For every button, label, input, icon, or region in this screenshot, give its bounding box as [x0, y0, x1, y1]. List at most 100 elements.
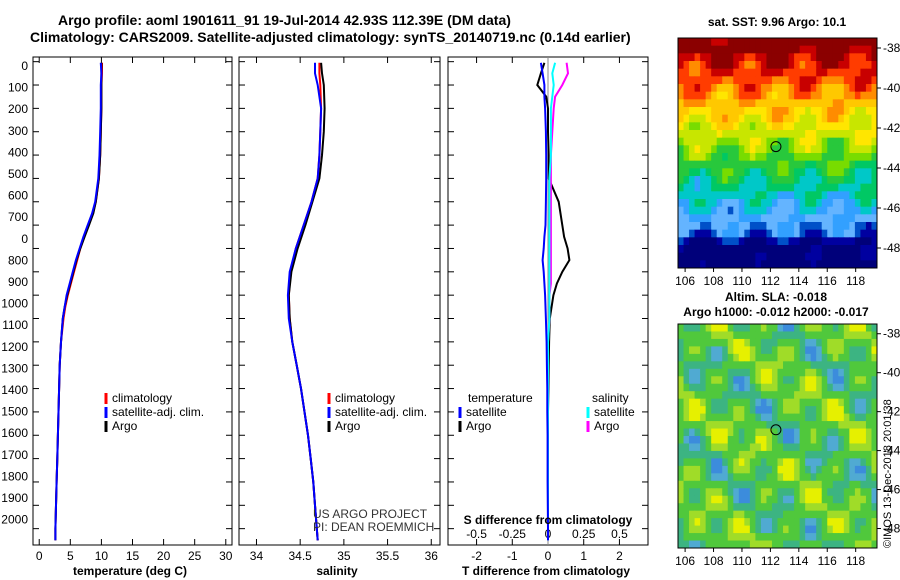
map-cell [738, 160, 745, 169]
map-cell [700, 160, 707, 169]
map-cell [816, 540, 823, 549]
map-cell [727, 53, 734, 62]
map-cell [733, 160, 740, 169]
map-cell [849, 436, 856, 444]
map-cell [838, 540, 845, 549]
y-tick-label: 1900 [1, 491, 28, 505]
map-cell [865, 191, 872, 200]
map-cell [705, 84, 712, 93]
map-cell [727, 436, 734, 444]
map-cell [771, 533, 778, 542]
map-cell [771, 130, 778, 139]
map-cell [777, 68, 784, 77]
map-cell [727, 245, 734, 254]
x-tick-label: 5 [67, 549, 74, 563]
map-cell [744, 68, 751, 77]
map-cell [794, 252, 801, 261]
map-cell [744, 99, 751, 108]
map-cell [771, 338, 778, 347]
map-cell [860, 122, 867, 131]
map-cell [733, 245, 740, 254]
map-cell [816, 214, 823, 223]
map-cell [678, 260, 685, 269]
map-cell [832, 488, 839, 497]
map-cell [755, 38, 762, 47]
map-cell [738, 38, 745, 47]
map-cell [827, 84, 834, 93]
map-cell [705, 533, 712, 542]
map-cell [694, 540, 701, 549]
map-cell [766, 53, 773, 62]
map-cell [733, 53, 740, 62]
map-cell [771, 353, 778, 362]
map-cell [838, 114, 845, 123]
map-cell [849, 518, 856, 527]
map-cell [865, 84, 872, 93]
map-cell [854, 540, 861, 549]
map-cell [849, 525, 856, 534]
map-cell [711, 540, 718, 549]
map-cell [716, 237, 723, 246]
map-cell [766, 237, 773, 246]
map-cell [821, 252, 828, 261]
map-cell [849, 450, 856, 459]
map-cell [783, 331, 790, 340]
y-tick-label: -48 [883, 522, 900, 536]
map-cell [821, 533, 828, 542]
map-cell [700, 361, 707, 370]
map-cell [755, 503, 762, 512]
map-cell [865, 413, 872, 422]
map-cell [865, 353, 872, 362]
map-cell [860, 38, 867, 47]
map-cell [838, 450, 845, 459]
map-cell [766, 222, 773, 231]
map-cell [788, 260, 795, 269]
map-cell [716, 533, 723, 542]
map-cell [771, 183, 778, 192]
map-cell [711, 114, 718, 123]
map-cell [854, 229, 861, 238]
map-cell [727, 214, 734, 223]
map-cell [694, 45, 701, 54]
map-cell [777, 458, 784, 467]
x-axis-label: salinity [316, 564, 358, 578]
map-cell [854, 153, 861, 162]
map-cell [678, 368, 685, 377]
map-cell [705, 353, 712, 362]
map-cell [843, 160, 850, 169]
map-cell [733, 61, 740, 70]
map-cell [727, 68, 734, 77]
map-cell [783, 488, 790, 497]
figure-title-line2: Climatology: CARS2009. Satellite-adjuste… [30, 29, 631, 45]
map-cell [689, 361, 696, 370]
map-cell [749, 107, 756, 116]
map-cell [783, 84, 790, 93]
map-cell [865, 331, 872, 340]
map-cell [838, 518, 845, 527]
map-cell [678, 160, 685, 169]
map-cell [783, 368, 790, 377]
map-cell [783, 38, 790, 47]
map-cell [722, 533, 729, 542]
map-cell [771, 260, 778, 269]
map-cell [727, 84, 734, 93]
map-cell [700, 76, 707, 85]
map-cell [788, 160, 795, 169]
map-cell [810, 45, 817, 54]
map-cell [733, 361, 740, 370]
map-cell [683, 145, 690, 154]
map-cell [832, 353, 839, 362]
map-cell [783, 473, 790, 482]
map-cell [760, 84, 767, 93]
map-cell [854, 398, 861, 407]
map-cell [733, 525, 740, 534]
map-cell [816, 324, 823, 332]
map-cell [838, 361, 845, 370]
map-cell [711, 76, 718, 85]
map-cell [755, 495, 762, 504]
map-cell [771, 488, 778, 497]
map-cell [678, 84, 685, 93]
map-cell [678, 361, 685, 370]
map-cell [733, 421, 740, 430]
map-cell [716, 114, 723, 123]
